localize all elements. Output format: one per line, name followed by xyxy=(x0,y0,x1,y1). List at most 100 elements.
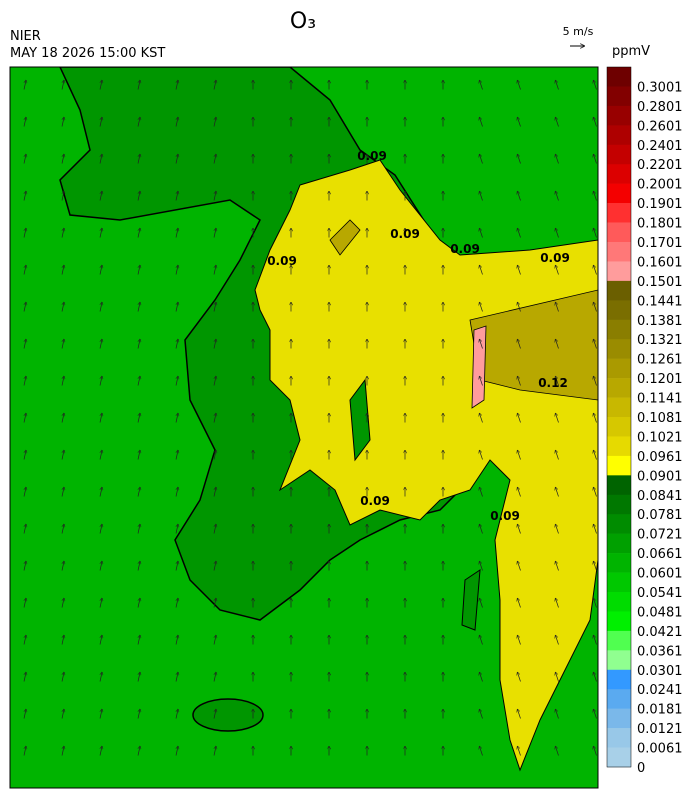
wind-arrow xyxy=(23,303,26,312)
wind-arrow xyxy=(594,710,597,719)
unit: ppmV xyxy=(612,44,650,59)
colorbar: 0.3001 0.2801 0.2601 0.2401 0.2201 0.2001 0.19… xyxy=(606,66,683,776)
wind-arrow xyxy=(61,414,64,423)
wind-arrow xyxy=(61,747,64,756)
wind-arrow xyxy=(175,599,178,608)
wind-arrow xyxy=(213,155,216,164)
wind-arrow xyxy=(213,636,216,645)
wind-arrow xyxy=(137,192,140,201)
wind-arrow xyxy=(213,710,216,719)
wind-arrow xyxy=(137,451,140,460)
colorbar-cell xyxy=(607,319,631,340)
wind-arrow xyxy=(480,636,483,645)
map-frame xyxy=(9,66,599,789)
wind-arrow xyxy=(61,266,64,275)
colorbar-cell xyxy=(607,728,631,748)
wind-arrow xyxy=(23,451,26,460)
wind-arrow xyxy=(480,192,483,201)
wind-arrow xyxy=(23,155,26,164)
wind-arrow xyxy=(175,562,178,571)
colorbar-label: 0.0961 xyxy=(637,450,683,465)
wind-arrow xyxy=(594,303,597,312)
wind-arrow xyxy=(137,81,140,90)
colorbar-frame xyxy=(606,66,632,768)
colorbar-cell xyxy=(607,339,631,359)
datetime: MAY 18 2026 15:00 KST xyxy=(10,46,165,61)
wind-arrow xyxy=(594,599,597,608)
colorbar-label: 0.2601 xyxy=(637,119,683,134)
colorbar-label: 0.0841 xyxy=(637,489,683,504)
wind-arrow xyxy=(137,488,140,497)
wind-arrow xyxy=(175,673,178,682)
island xyxy=(461,569,481,631)
wind-arrow xyxy=(518,229,521,238)
wind-arrow xyxy=(99,266,102,275)
wind-arrow xyxy=(99,377,102,386)
wind-arrow xyxy=(594,229,597,238)
wind-arrow xyxy=(23,710,26,719)
wind-arrow xyxy=(137,118,140,127)
wind-arrow xyxy=(556,266,559,275)
wind-arrow xyxy=(23,229,26,238)
colorbar-label: 0.2801 xyxy=(637,100,683,115)
wind-arrow xyxy=(99,636,102,645)
wind-arrow xyxy=(23,747,26,756)
wind-arrow xyxy=(137,599,140,608)
wind-arrow xyxy=(175,266,178,275)
wind-arrow xyxy=(213,562,216,571)
colorbar-cell xyxy=(607,475,631,496)
wind-arrow xyxy=(137,562,140,571)
wind-arrow xyxy=(594,377,597,386)
colorbar-cell xyxy=(607,592,631,612)
colorbar-label: 0.1381 xyxy=(637,314,683,329)
wind-arrow xyxy=(594,192,597,201)
wind-arrow xyxy=(99,673,102,682)
wind-arrow xyxy=(556,525,559,534)
wind-arrow xyxy=(594,118,597,127)
colorbar-label: 0.0541 xyxy=(637,586,683,601)
wind-arrow xyxy=(61,636,64,645)
wind-arrow xyxy=(61,451,64,460)
colorbar-cell xyxy=(607,164,631,184)
contour-label: 0.12 xyxy=(538,376,568,390)
colorbar-label: 0.1021 xyxy=(637,430,683,445)
wind-arrow xyxy=(556,710,559,719)
colorbar-label: 0.1141 xyxy=(637,392,683,407)
wind-arrow xyxy=(23,599,26,608)
wind-arrow xyxy=(556,118,559,127)
wind-arrow xyxy=(99,118,102,127)
colorbar-label: 0.0721 xyxy=(637,528,683,543)
colorbar-cell xyxy=(607,747,631,768)
wind-arrow xyxy=(556,636,559,645)
colorbar-cell xyxy=(607,222,631,243)
wind-arrow xyxy=(556,377,559,386)
wind-arrow xyxy=(556,562,559,571)
wind-arrow xyxy=(23,118,26,127)
wind-arrow xyxy=(594,414,597,423)
contour-label: 0.09 xyxy=(390,227,420,241)
wind-arrow xyxy=(518,266,521,275)
contour-label: 0.09 xyxy=(540,251,570,265)
wind-arrow xyxy=(594,81,597,90)
wind-arrow xyxy=(213,377,216,386)
colorbar-label: 0.1801 xyxy=(637,217,683,232)
colorbar-cell xyxy=(607,611,631,632)
jeju-island xyxy=(192,698,264,732)
map: 0.09 0.12 0.09 0.09 0.09 0.09 0.09 0.09 xyxy=(10,67,598,788)
wind-arrow xyxy=(61,229,64,238)
wind-arrow xyxy=(175,414,178,423)
wind-arrow xyxy=(99,562,102,571)
wind-vectors xyxy=(23,81,597,756)
wind-arrow xyxy=(23,525,26,534)
wind-arrow xyxy=(556,451,559,460)
wind-arrow xyxy=(556,414,559,423)
wind-arrow xyxy=(518,377,521,386)
wind-arrow xyxy=(480,340,483,349)
wind-arrow xyxy=(99,599,102,608)
colorbar-label: 0.0361 xyxy=(637,644,683,659)
colorbar-cell xyxy=(607,358,631,379)
wind-arrow xyxy=(23,192,26,201)
wind-arrow xyxy=(99,192,102,201)
wind-arrow xyxy=(594,340,597,349)
colorbar-label: 0.0901 xyxy=(637,469,683,484)
